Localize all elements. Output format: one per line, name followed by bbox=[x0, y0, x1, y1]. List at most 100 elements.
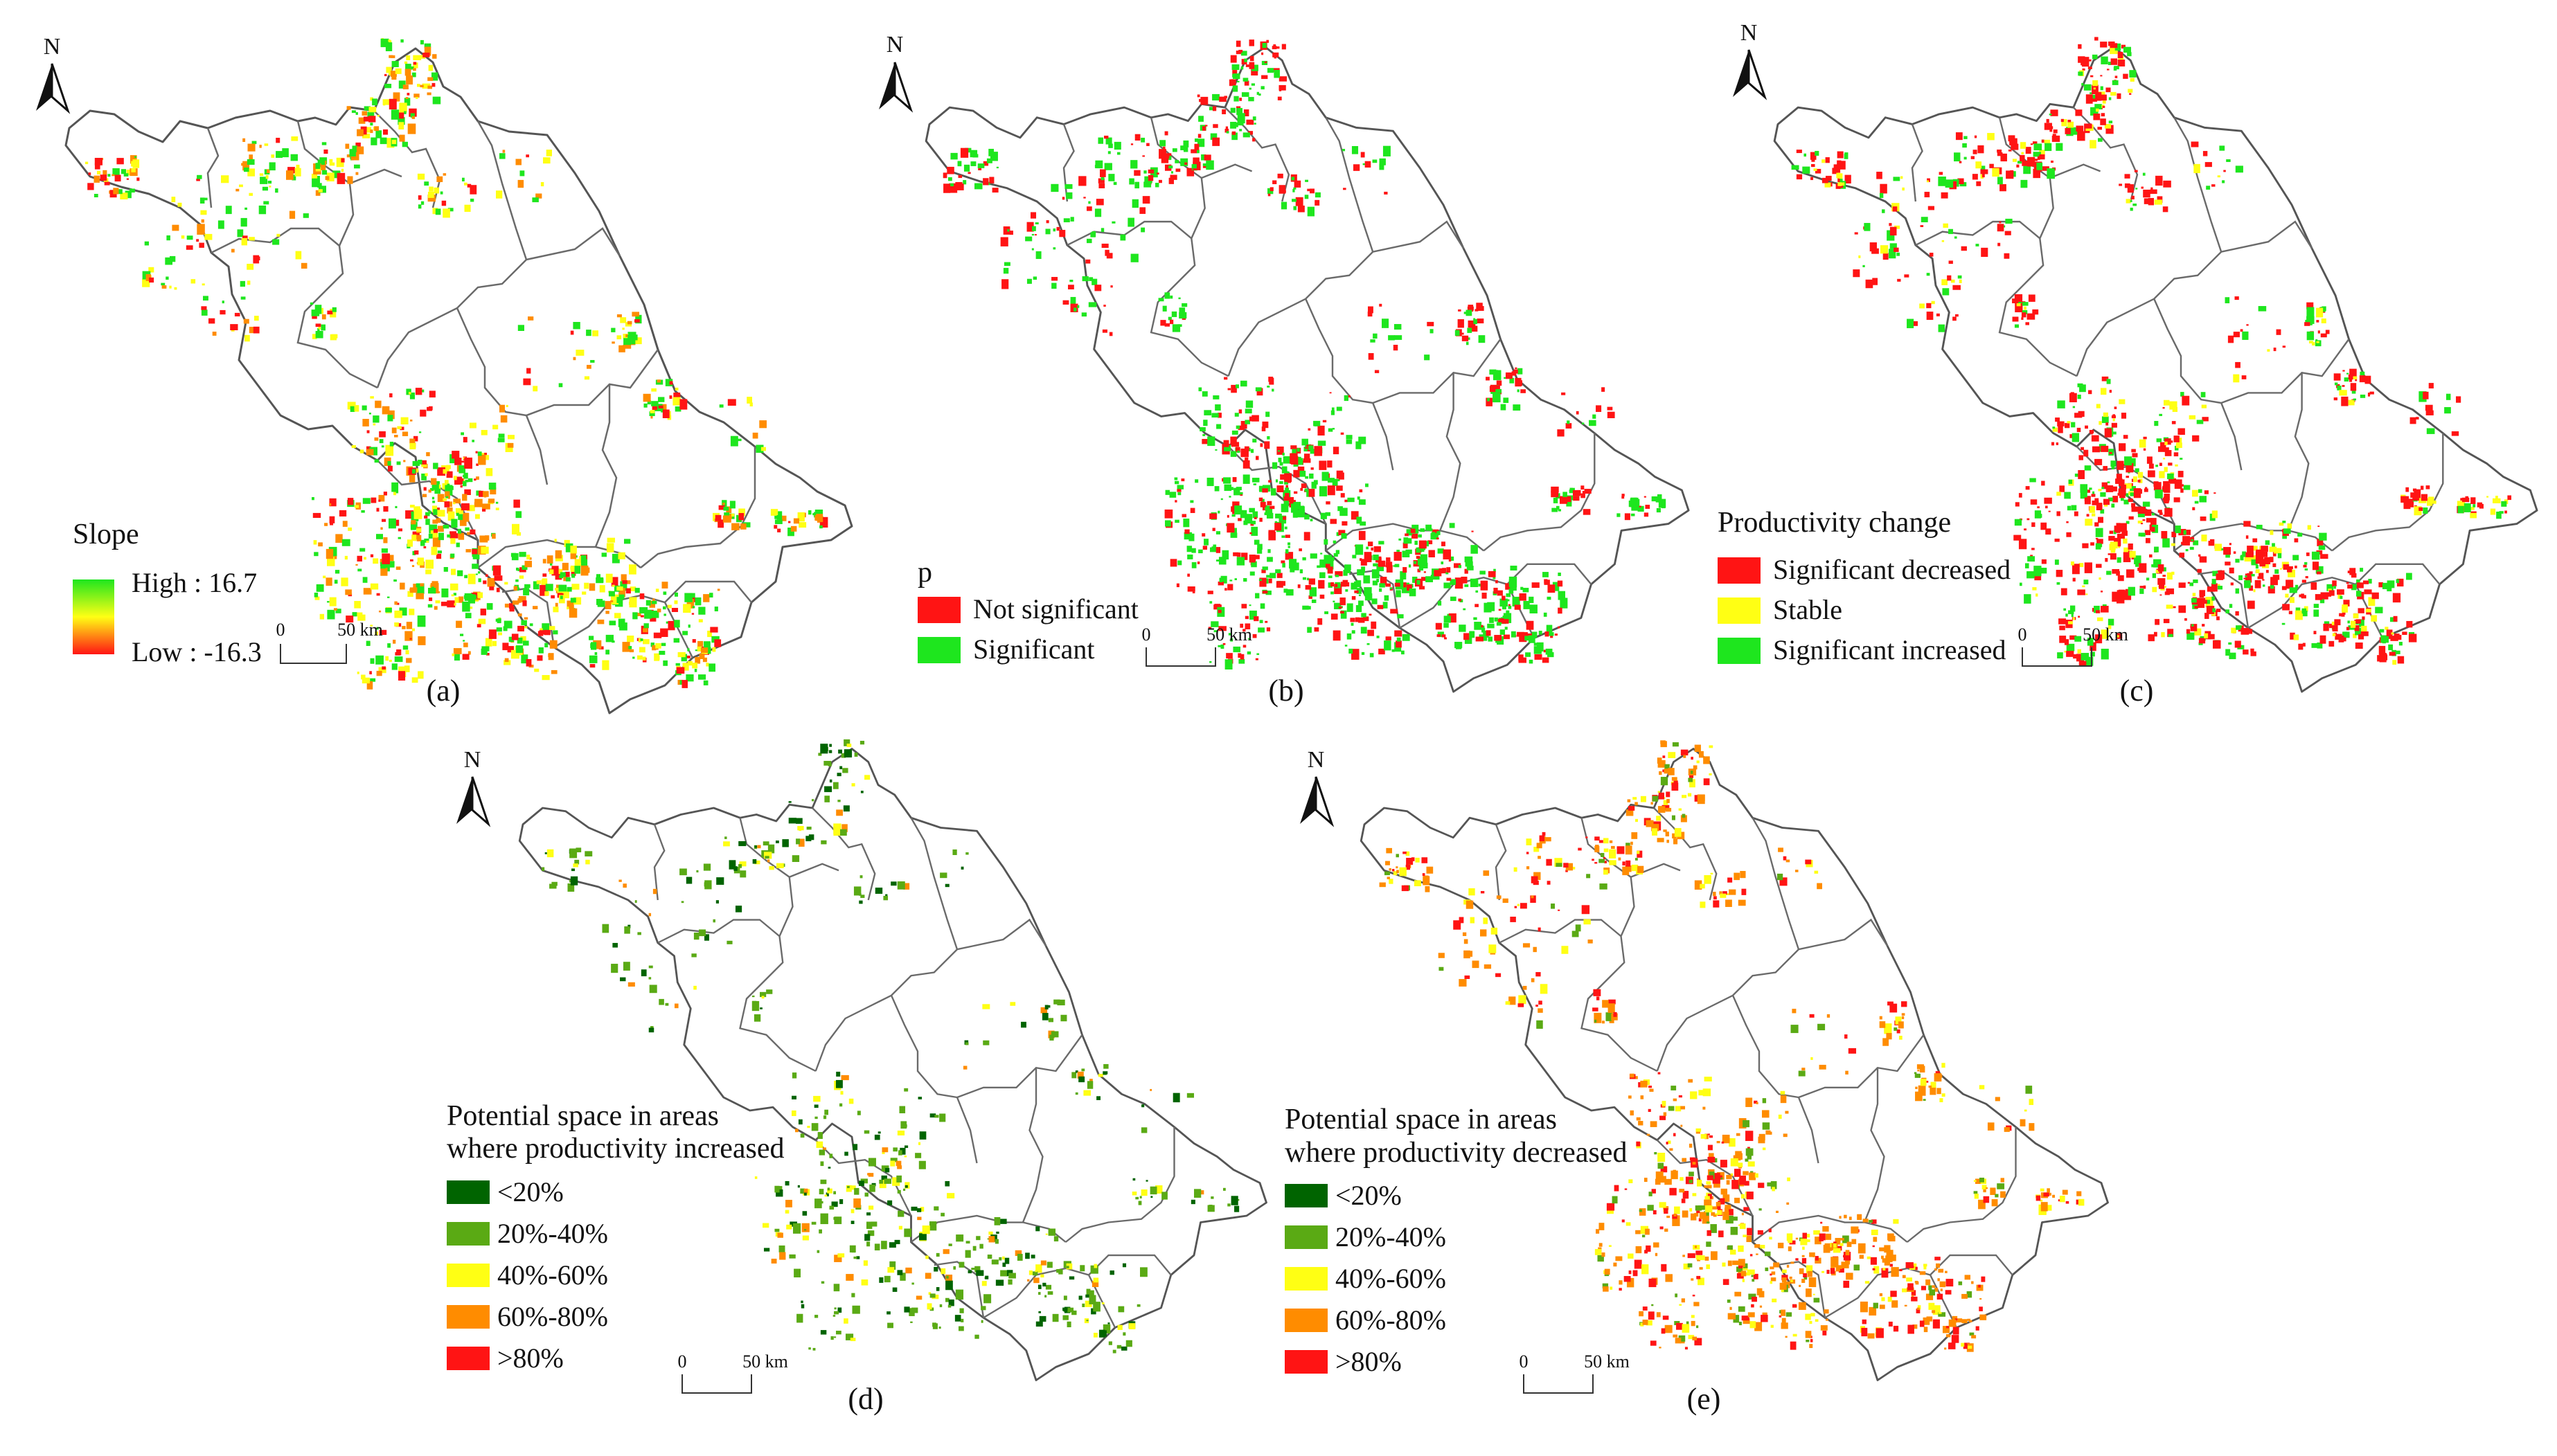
raster-pixel bbox=[2186, 629, 2191, 634]
raster-pixel bbox=[410, 113, 415, 118]
raster-pixel bbox=[2206, 186, 2211, 190]
raster-pixel bbox=[1338, 530, 1346, 536]
raster-pixel bbox=[1621, 494, 1625, 497]
raster-pixel bbox=[452, 451, 460, 459]
raster-pixels bbox=[943, 39, 1666, 669]
raster-pixel bbox=[2108, 553, 2111, 555]
raster-pixel bbox=[1393, 552, 1402, 561]
raster-pixel bbox=[411, 677, 418, 683]
raster-pixel bbox=[537, 655, 543, 661]
raster-pixel bbox=[380, 568, 388, 576]
raster-pixel bbox=[1704, 1199, 1712, 1206]
raster-pixel bbox=[2026, 156, 2035, 167]
raster-pixel bbox=[325, 176, 330, 180]
raster-pixel bbox=[800, 1133, 805, 1138]
raster-pixel bbox=[1171, 311, 1177, 317]
scale-bar: 0 50 km bbox=[276, 620, 383, 664]
raster-pixel bbox=[2396, 650, 2400, 654]
raster-pixel bbox=[636, 613, 641, 616]
raster-pixel bbox=[318, 162, 326, 170]
raster-pixel bbox=[600, 578, 604, 583]
raster-pixel bbox=[839, 1199, 844, 1205]
raster-pixel bbox=[1351, 630, 1355, 634]
raster-pixel bbox=[1342, 521, 1348, 526]
raster-pixel bbox=[1923, 1099, 1926, 1101]
raster-pixel bbox=[1387, 877, 1390, 879]
raster-pixel bbox=[2223, 170, 2226, 172]
raster-pixel bbox=[2135, 562, 2139, 567]
raster-pixel bbox=[1150, 1088, 1152, 1091]
raster-pixel bbox=[1567, 420, 1570, 424]
raster-pixel bbox=[589, 655, 598, 663]
raster-pixel bbox=[640, 615, 644, 618]
raster-pixel bbox=[341, 539, 350, 546]
raster-pixel bbox=[2231, 627, 2237, 633]
raster-pixel bbox=[354, 505, 359, 508]
raster-pixel bbox=[539, 630, 546, 635]
raster-pixel bbox=[1098, 1329, 1105, 1338]
raster-pixel bbox=[265, 174, 269, 179]
raster-pixel bbox=[506, 404, 508, 407]
raster-pixel bbox=[1121, 1346, 1128, 1351]
raster-pixel bbox=[2012, 159, 2017, 162]
raster-pixel bbox=[570, 876, 578, 886]
raster-pixel bbox=[1260, 443, 1263, 447]
raster-pixel bbox=[2171, 543, 2175, 546]
raster-pixel bbox=[389, 442, 394, 447]
raster-pixel bbox=[1386, 565, 1393, 573]
raster-pixel bbox=[630, 586, 636, 591]
province-map bbox=[1360, 740, 2109, 1381]
raster-pixel bbox=[2144, 509, 2152, 516]
raster-pixel bbox=[2253, 589, 2256, 593]
raster-pixel bbox=[1631, 503, 1639, 511]
raster-pixel bbox=[204, 197, 208, 201]
raster-pixel bbox=[1285, 549, 1289, 554]
raster-pixel bbox=[2085, 593, 2088, 595]
raster-pixel bbox=[2192, 507, 2195, 511]
raster-pixel bbox=[1350, 618, 1355, 622]
raster-pixel bbox=[2033, 168, 2040, 179]
raster-pixel bbox=[1089, 1079, 1093, 1082]
raster-pixel bbox=[1117, 152, 1121, 155]
raster-pixel bbox=[686, 599, 695, 609]
raster-pixel bbox=[1117, 1324, 1123, 1330]
raster-pixel bbox=[2180, 488, 2184, 493]
raster-pixel bbox=[1803, 153, 1807, 157]
raster-pixel bbox=[402, 84, 409, 89]
raster-pixel bbox=[1314, 627, 1319, 632]
raster-pixel bbox=[819, 516, 828, 528]
raster-pixel bbox=[897, 881, 905, 890]
raster-pixel bbox=[1337, 478, 1340, 482]
raster-pixel bbox=[1208, 627, 1212, 630]
raster-pixel bbox=[370, 583, 379, 590]
raster-pixel bbox=[1560, 597, 1568, 609]
raster-pixel bbox=[622, 642, 630, 652]
raster-pixel bbox=[1664, 764, 1670, 771]
raster-pixel bbox=[2164, 586, 2166, 588]
raster-pixel bbox=[963, 1066, 968, 1070]
raster-pixel bbox=[722, 503, 725, 505]
raster-pixel bbox=[2218, 584, 2220, 587]
raster-pixel bbox=[432, 519, 438, 524]
raster-pixel bbox=[2315, 594, 2322, 600]
raster-pixel bbox=[446, 465, 451, 469]
raster-pixel bbox=[1101, 243, 1109, 249]
raster-pixel bbox=[450, 538, 456, 544]
raster-pixel bbox=[1625, 843, 1630, 848]
raster-pixel bbox=[94, 158, 103, 165]
raster-pixel bbox=[1162, 305, 1167, 312]
raster-pixel bbox=[2078, 411, 2085, 417]
raster-pixel bbox=[389, 518, 396, 529]
raster-pixel bbox=[2072, 564, 2080, 575]
raster-pixel bbox=[1373, 563, 1378, 567]
raster-pixel bbox=[738, 513, 745, 521]
raster-pixel bbox=[1030, 212, 1037, 219]
raster-pixel bbox=[2189, 582, 2194, 586]
raster-pixel bbox=[1745, 1148, 1754, 1156]
raster-pixel bbox=[2332, 633, 2336, 636]
raster-pixel bbox=[1073, 307, 1077, 312]
raster-pixel bbox=[729, 860, 736, 870]
raster-pixel bbox=[2101, 113, 2105, 117]
raster-pixel bbox=[1980, 169, 1988, 174]
raster-pixel bbox=[499, 404, 505, 413]
